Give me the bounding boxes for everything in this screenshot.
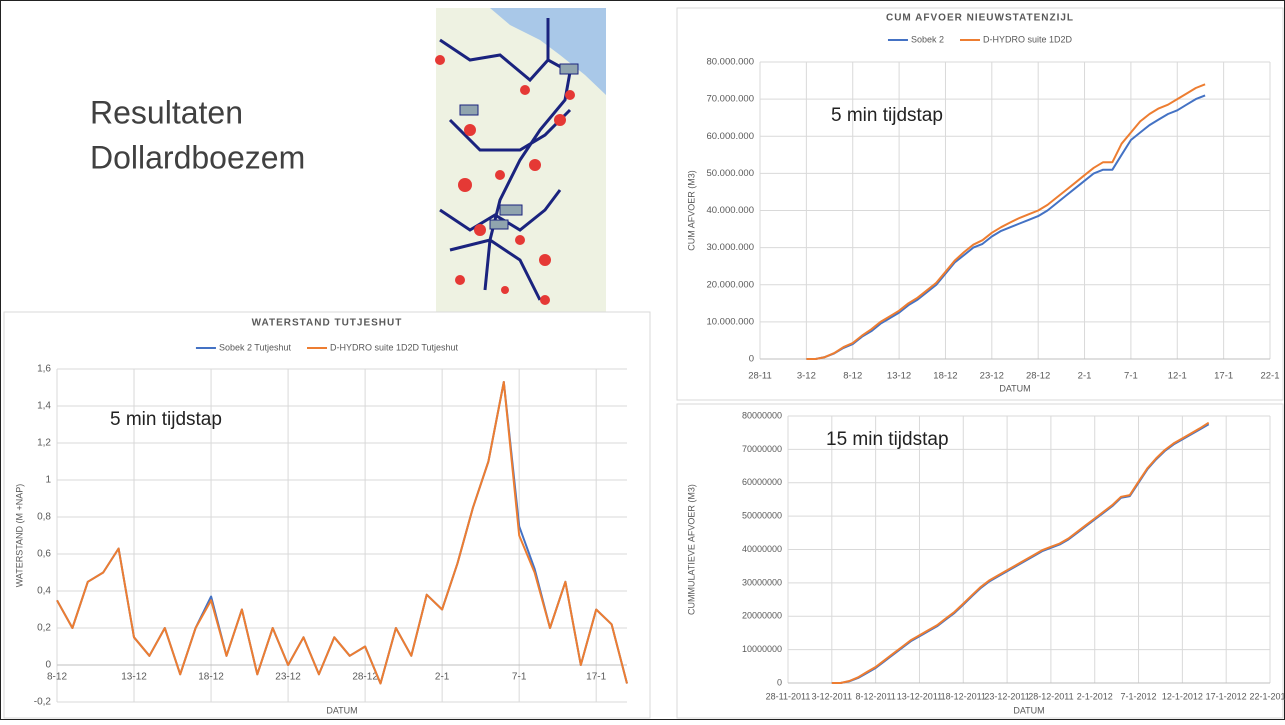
y-tick-label: 70.000.000 [706,94,754,105]
x-tick-label: 12-1-2012 [1162,691,1203,701]
x-tick-label: 22-1-2012 [1249,691,1285,701]
annotation: 5 min tijdstap [110,409,222,430]
x-tick-label: 13-12 [121,672,147,683]
x-tick-label: 28-12 [1026,371,1050,382]
x-tick-label: 28-11 [748,371,772,382]
chart-title: CUM AFVOER NIEUWSTATENZIJL [886,13,1074,24]
x-tick-label: 8-12 [47,672,67,683]
slide-title: Dollardboezem [90,139,305,175]
legend-label: D-HYDRO suite 1D2D [983,34,1073,44]
annotation: 5 min tijdstap [831,105,943,126]
x-tick-label: 28-12-2011 [1028,691,1073,701]
y-tick-label: 0 [45,660,51,671]
y-axis-title: WATERSTAND (M +NAP) [14,484,24,588]
x-axis-title: DATUM [1013,705,1044,715]
y-tick-label: 40.000.000 [706,205,754,216]
x-axis-title: DATUM [999,383,1030,393]
y-tick-label: 20.000.000 [706,279,754,290]
y-tick-label: 70000000 [742,444,782,454]
x-tick-label: 23-12-2011 [984,691,1029,701]
x-tick-label: 7-1 [512,672,527,683]
chart-panel [677,8,1283,400]
y-axis-title: CUM AFVOER (M3) [686,170,696,251]
x-tick-label: 23-12 [980,371,1004,382]
legend-label: Sobek 2 Tutjeshut [219,342,292,352]
y-tick-label: 60000000 [742,477,782,487]
x-tick-label: 28-12 [352,672,378,683]
y-tick-label: 1,2 [37,438,51,449]
chart-title: WATERSTAND TUTJESHUT [252,318,403,329]
x-tick-label: 23-12 [275,672,301,683]
y-tick-label: 1 [45,475,51,486]
y-tick-label: -0,2 [34,697,52,708]
y-tick-label: 0,4 [37,586,51,597]
y-tick-label: 10000000 [742,644,782,654]
y-tick-label: 10.000.000 [706,316,754,327]
y-tick-label: 0,8 [37,512,51,523]
x-tick-label: 12-1 [1168,371,1187,382]
x-tick-label: 18-12 [198,672,224,683]
legend-label: D-HYDRO suite 1D2D Tutjeshut [330,342,459,352]
x-tick-label: 2-1 [1078,371,1092,382]
y-tick-label: 0 [749,354,754,365]
x-tick-label: 7-1-2012 [1121,691,1157,701]
x-tick-label: 7-1 [1124,371,1138,382]
slide-title: Resultaten [90,94,243,130]
x-tick-label: 3-12-2011 [812,691,852,701]
x-tick-label: 8-12 [843,371,862,382]
y-tick-label: 50.000.000 [706,168,754,179]
y-tick-label: 0,6 [37,549,51,560]
x-tick-label: 13-12-2011 [897,691,942,701]
map [435,8,606,312]
x-tick-label: 8-12-2011 [855,691,895,701]
y-tick-label: 80.000.000 [706,57,754,68]
y-tick-label: 50000000 [742,511,782,521]
x-tick-label: 18-12-2011 [941,691,986,701]
y-tick-label: 30000000 [742,577,782,587]
x-tick-label: 2-1-2012 [1077,691,1113,701]
y-tick-label: 1,4 [37,401,51,412]
x-tick-label: 17-1 [586,672,606,683]
page: {"slide": {"title": ["Resultaten", "Doll… [0,0,1285,720]
y-tick-label: 30.000.000 [706,242,754,253]
y-tick-label: 60.000.000 [706,131,754,142]
y-tick-label: 20000000 [742,611,782,621]
annotation: 15 min tijdstap [826,429,949,450]
x-tick-label: 13-12 [887,371,911,382]
x-axis-title: DATUM [326,705,357,715]
y-tick-label: 40000000 [742,544,782,554]
x-tick-label: 2-1 [435,672,450,683]
y-tick-label: 80000000 [742,410,782,420]
x-tick-label: 28-11-2011 [766,691,811,701]
y-tick-label: 1,6 [37,364,51,375]
x-tick-label: 18-12 [933,371,957,382]
y-tick-label: 0,2 [37,623,51,634]
x-tick-label: 17-1-2012 [1206,691,1247,701]
slide: Resultaten Dollardboezem WATERSTAND TUTJ… [0,0,1285,720]
x-tick-label: 3-12 [797,371,816,382]
y-axis-title: CUMMULATIEVE AFVOER (M3) [686,484,696,615]
y-tick-label: 0 [777,677,782,687]
x-tick-label: 17-1 [1214,371,1233,382]
legend-label: Sobek 2 [911,34,944,44]
x-tick-label: 22-1 [1260,371,1279,382]
